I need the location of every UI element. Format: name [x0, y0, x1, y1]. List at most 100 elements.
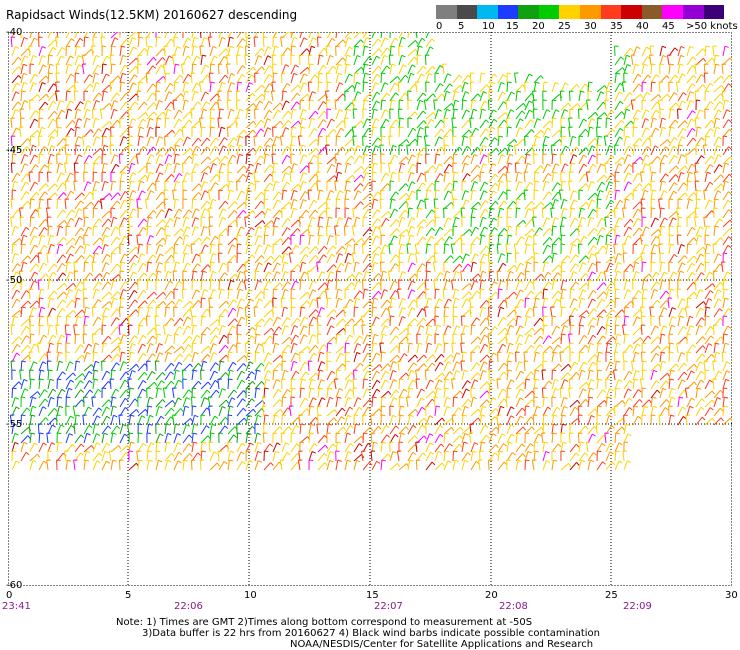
wind-barb — [360, 316, 364, 327]
wind-barb — [209, 174, 217, 183]
wind-barb — [596, 190, 601, 201]
wind-barb-flag — [646, 46, 651, 50]
wind-barb-flag — [15, 109, 20, 112]
wind-barb-flag — [377, 137, 382, 141]
wind-barb-flag — [267, 208, 272, 211]
wind-barb-flag — [105, 307, 110, 311]
wind-barb-flag — [21, 279, 26, 282]
wind-barb-flag — [346, 189, 351, 192]
wind-barb — [11, 310, 20, 318]
wind-barb — [254, 84, 263, 93]
wind-barb — [424, 307, 427, 318]
wind-barb-flag — [331, 316, 335, 320]
wind-barb-flag — [279, 120, 284, 125]
wind-barb — [650, 118, 654, 129]
wind-barb — [432, 262, 436, 273]
wind-barb-flag — [76, 297, 81, 300]
wind-barb-flag — [427, 189, 432, 192]
legend-swatch — [456, 5, 478, 19]
wind-barb-flag — [570, 288, 575, 291]
wind-barb — [515, 110, 523, 120]
wind-barb — [299, 279, 302, 291]
wind-barb-flag — [446, 90, 451, 94]
wind-barb — [11, 253, 16, 264]
wind-barb — [451, 280, 454, 291]
wind-barb-flag — [728, 191, 732, 195]
wind-barb-flag — [297, 84, 301, 89]
wind-barb — [686, 281, 694, 291]
wind-barb — [479, 280, 482, 291]
wind-barb — [325, 135, 328, 147]
wind-barb-flag — [583, 154, 587, 158]
wind-barb — [514, 145, 517, 156]
wind-barb-flag — [393, 280, 398, 284]
wind-barb — [146, 83, 154, 93]
wind-barb — [290, 163, 295, 174]
wind-barb — [676, 234, 679, 246]
wind-barb — [335, 270, 338, 282]
wind-barb-flag — [523, 220, 527, 224]
wind-barb-flag — [230, 82, 235, 85]
wind-barb — [487, 99, 490, 111]
wind-barb-flag — [528, 208, 533, 211]
wind-barb — [100, 199, 103, 210]
wind-barb-flag — [85, 306, 90, 309]
wind-barb-flag — [384, 82, 389, 86]
wind-barb-flag — [130, 180, 135, 183]
wind-barb — [623, 218, 631, 228]
wind-barb — [299, 145, 303, 156]
wind-barb — [137, 190, 143, 201]
wind-barb-flag — [283, 189, 288, 192]
wind-barb — [460, 235, 463, 246]
wind-barb-flag — [192, 279, 197, 282]
wind-barb-flag — [239, 271, 244, 274]
wind-barb — [488, 163, 493, 174]
wind-barb — [587, 253, 592, 264]
wind-barb-flag — [688, 171, 694, 175]
wind-barb-flag — [494, 137, 498, 141]
wind-barb — [695, 307, 701, 318]
wind-barb — [65, 73, 72, 84]
wind-barb-flag — [210, 108, 216, 111]
wind-barb — [101, 121, 110, 129]
wind-barb — [155, 219, 164, 228]
wind-barb-flag — [477, 201, 482, 206]
wind-barb — [713, 289, 719, 300]
wind-barb — [119, 191, 126, 201]
wind-barb — [173, 280, 180, 291]
wind-barb-flag — [16, 82, 21, 86]
wind-barb-flag — [18, 66, 22, 70]
wind-barb-flag — [50, 297, 55, 301]
wind-barb-flag — [654, 217, 659, 221]
wind-barb — [290, 73, 295, 84]
wind-barb-flag — [232, 307, 237, 312]
wind-barb — [569, 288, 572, 300]
wind-barb — [497, 136, 500, 147]
wind-barb-flag — [180, 93, 184, 98]
wind-barb — [200, 297, 203, 309]
wind-barb-flag — [453, 306, 458, 309]
legend-swatch — [477, 5, 498, 19]
wind-barb — [308, 246, 316, 255]
wind-barb-flag — [723, 135, 728, 138]
wind-barb — [551, 243, 554, 255]
wind-barb — [461, 109, 467, 120]
wind-barb — [596, 309, 605, 318]
wind-barb — [695, 190, 698, 201]
wind-barb-flag — [150, 136, 155, 139]
wind-barb-flag — [107, 218, 112, 223]
wind-barb-flag — [63, 291, 67, 296]
wind-barb-flag — [291, 297, 296, 300]
wind-barb — [128, 163, 132, 174]
wind-barb — [371, 307, 374, 318]
wind-barb — [119, 235, 126, 246]
wind-barb-flag — [417, 54, 422, 57]
wind-barb — [695, 226, 701, 237]
wind-barb-flag — [366, 118, 371, 122]
wind-barb — [236, 145, 240, 156]
wind-barb-flag — [248, 172, 253, 175]
wind-barb — [524, 280, 531, 291]
wind-barb — [227, 289, 230, 300]
wind-barb-flag — [197, 263, 201, 267]
wind-barb — [263, 309, 272, 318]
